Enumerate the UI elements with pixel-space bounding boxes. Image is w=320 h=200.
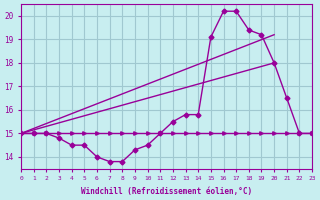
X-axis label: Windchill (Refroidissement éolien,°C): Windchill (Refroidissement éolien,°C)	[81, 187, 252, 196]
